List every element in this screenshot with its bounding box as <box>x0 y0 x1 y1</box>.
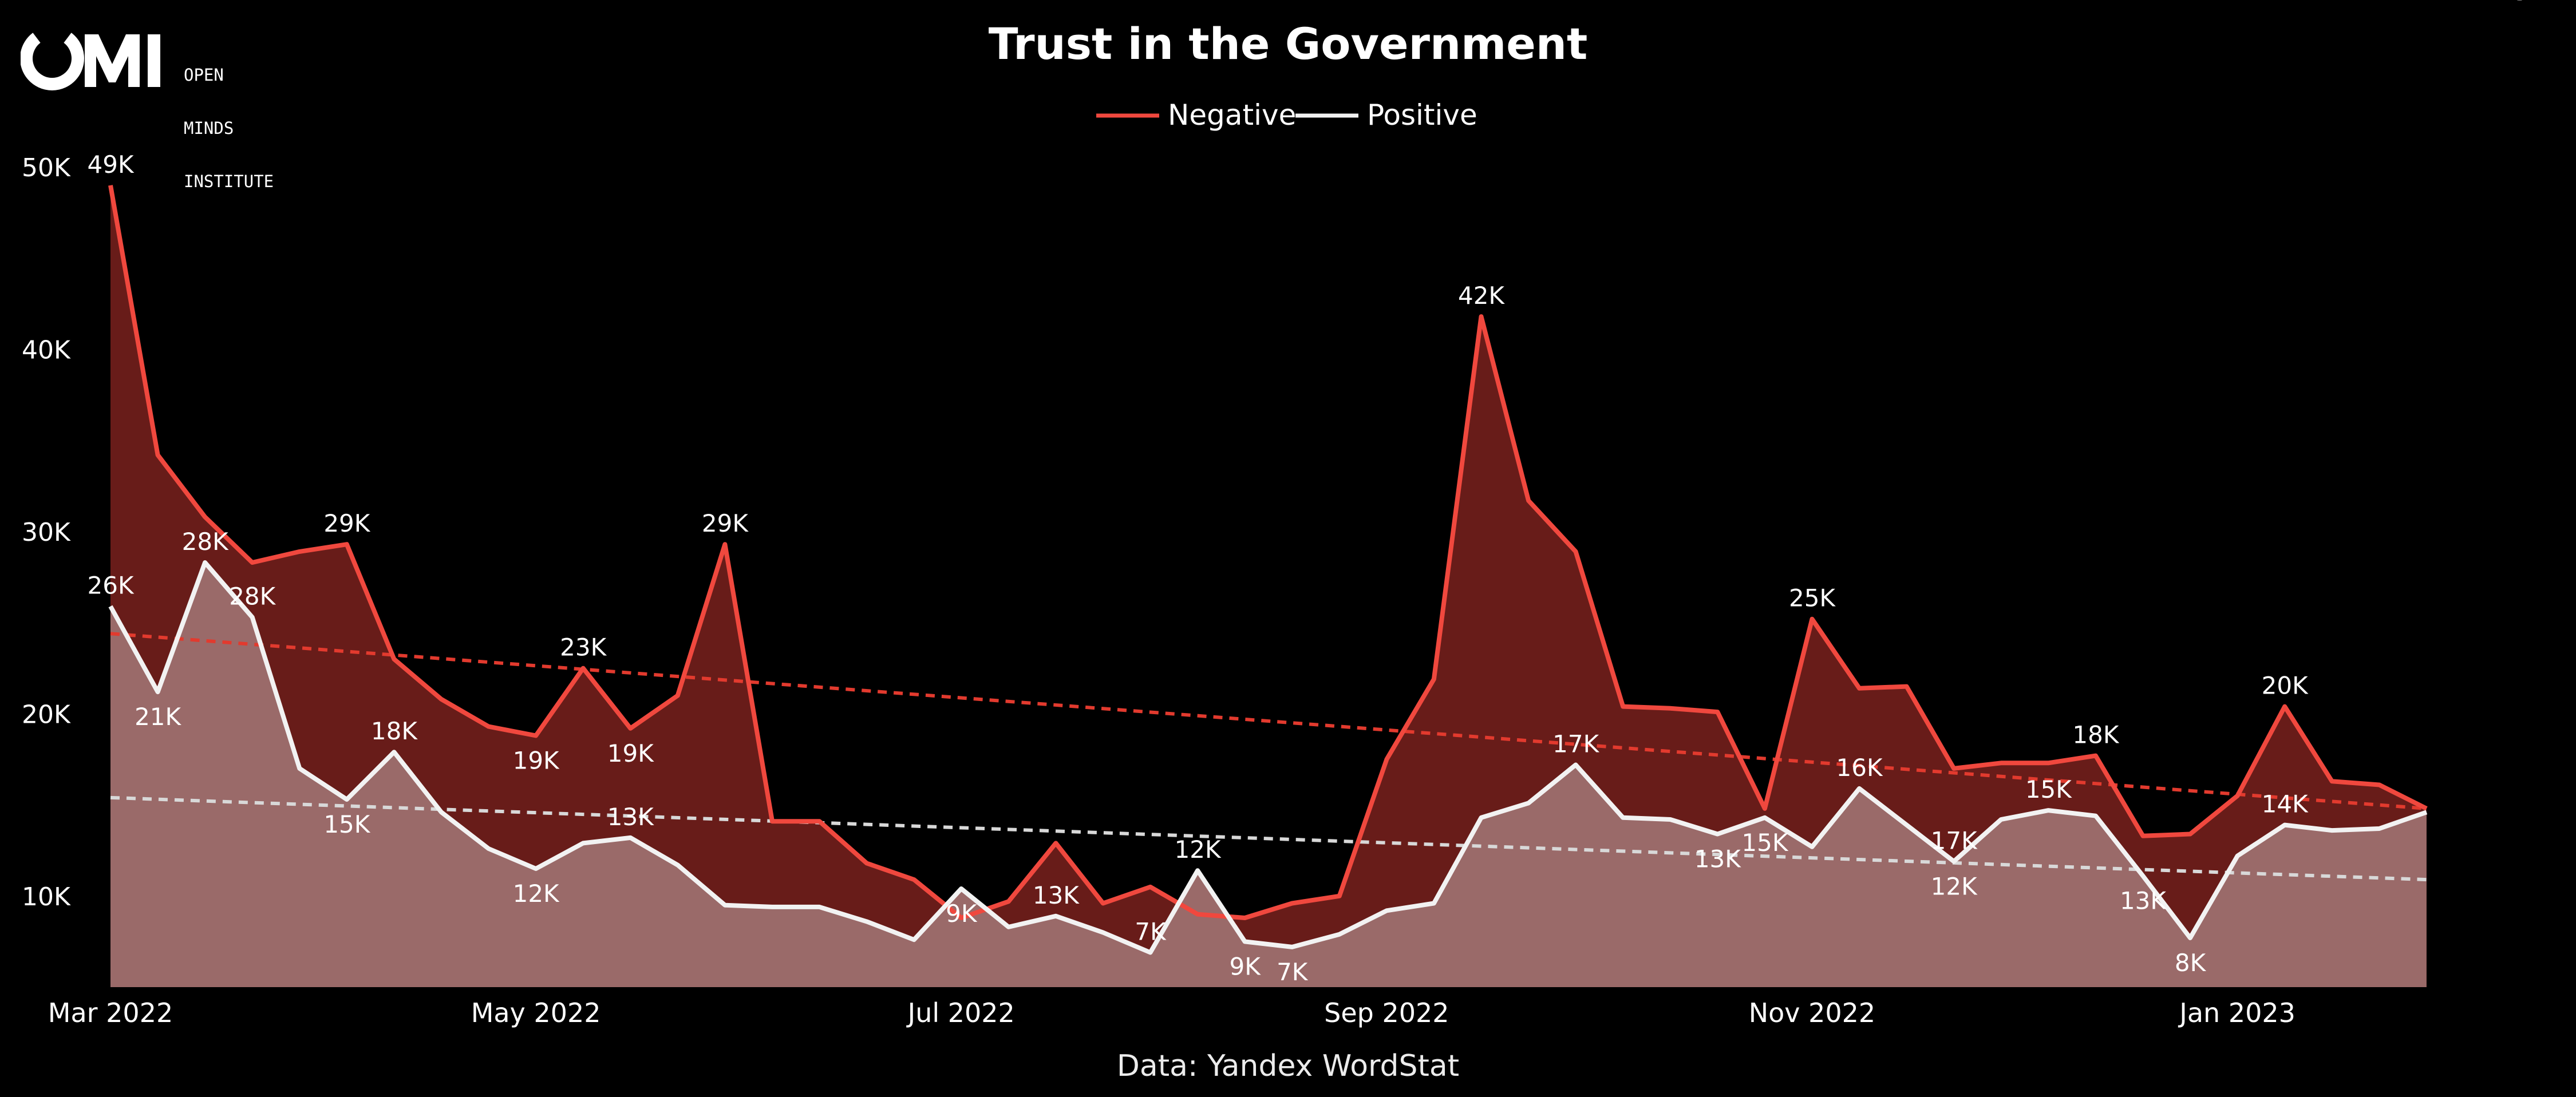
negative-data-label: 18K <box>2072 721 2119 749</box>
y-tick-label: 30K <box>22 518 71 547</box>
positive-data-label: 13K <box>1033 881 1080 909</box>
negative-data-label: 29K <box>702 509 749 537</box>
positive-data-label: 18K <box>371 717 418 745</box>
positive-data-label: 15K <box>2025 775 2072 803</box>
negative-trend-line <box>110 632 2427 810</box>
positive-data-label: 7K <box>1135 917 1167 945</box>
legend-label-positive: Positive <box>1367 98 1477 132</box>
logo-line-2: MINDS <box>184 118 234 138</box>
positive-data-label: 13K <box>607 803 654 831</box>
logo-line-1: OPEN <box>184 65 224 85</box>
positive-data-label: 9K <box>946 900 978 928</box>
legend-label-negative: Negative <box>1168 98 1296 132</box>
positive-data-label: 26K <box>88 571 135 599</box>
positive-line <box>108 560 2428 955</box>
positive-data-label: 15K <box>2498 0 2545 6</box>
negative-data-label: 25K <box>1789 584 1836 612</box>
omi-logo: OPEN MINDS INSTITUTE <box>21 30 364 191</box>
chart-title: Trust in the Government <box>989 18 1588 69</box>
positive-data-label: 15K <box>1741 829 1788 857</box>
positive-data-label: 17K <box>1931 826 1978 854</box>
positive-data-label: 12K <box>1175 835 1222 864</box>
positive-data-label: 9K <box>1230 952 1262 980</box>
positive-data-label: 17K <box>1552 730 1599 758</box>
negative-data-label: 15K <box>2498 0 2545 6</box>
negative-data-label: 49K <box>88 151 135 179</box>
x-tick-label: Jan 2023 <box>2178 997 2296 1028</box>
logo-line-3: INSTITUTE <box>184 172 274 191</box>
positive-data-label: 14K <box>2262 790 2309 818</box>
negative-data-label: 23K <box>560 633 607 662</box>
positive-data-label: 13K <box>1694 845 1741 873</box>
positive-data-label: 16K <box>1836 754 1883 782</box>
negative-data-label: 42K <box>1458 282 1505 310</box>
negative-area <box>110 185 2427 987</box>
x-tick-label: Jul 2022 <box>906 997 1015 1028</box>
negative-data-label: 19K <box>607 739 654 767</box>
y-tick-label: 10K <box>22 882 71 912</box>
positive-trend-line <box>110 795 2427 882</box>
positive-data-label: 15K <box>323 810 370 838</box>
positive-data-label: 13K <box>2120 887 2167 915</box>
y-tick-label: 20K <box>22 700 71 729</box>
positive-area <box>110 563 2427 987</box>
negative-data-label: 29K <box>323 509 370 537</box>
negative-data-label: 19K <box>513 747 560 775</box>
negative-data-label: 20K <box>2262 672 2309 700</box>
x-tick-label: Mar 2022 <box>48 997 173 1028</box>
positive-data-label: 12K <box>513 880 560 908</box>
positive-data-label: 28K <box>182 528 229 556</box>
x-tick-label: Nov 2022 <box>1749 997 1875 1028</box>
x-tick-label: May 2022 <box>471 997 601 1028</box>
positive-data-label: 8K <box>2175 949 2207 977</box>
negative-line <box>108 185 2428 920</box>
data-source: Data: Yandex WordStat <box>1117 1049 1459 1083</box>
positive-data-label: 7K <box>1277 958 1309 986</box>
positive-data-label: 28K <box>229 583 276 611</box>
positive-data-label: 21K <box>135 703 181 731</box>
x-tick-label: Sep 2022 <box>1324 997 1449 1028</box>
y-tick-label: 50K <box>22 153 71 183</box>
logo-wordmark: OPEN MINDS INSTITUTE <box>184 31 274 226</box>
omi-logo-mark <box>21 33 160 90</box>
legend: Negative Positive <box>1096 98 1477 132</box>
plot-area: 10K 20K 30K 40K 50K Mar 2022 May 2022 Jul 2022 S… <box>22 0 2545 1028</box>
positive-data-label: 12K <box>1931 872 1978 900</box>
y-tick-label: 40K <box>22 335 71 365</box>
